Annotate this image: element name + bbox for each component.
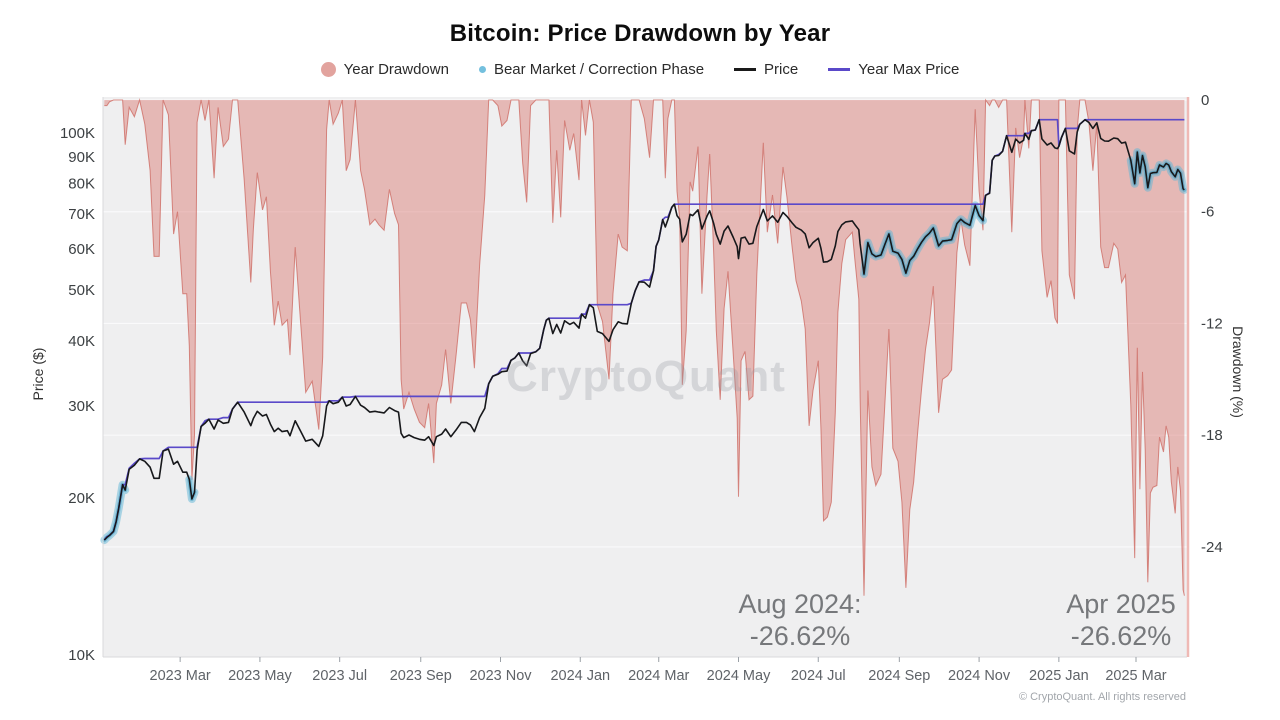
x-tick-label: 2023 Sep [390,668,452,684]
legend-label-year-max-price: Year Max Price [858,61,960,78]
legend-item-year-max-price: Year Max Price [828,61,959,78]
x-tick-label: 2023 Mar [150,668,211,684]
price-tick-label: 80K [68,176,95,193]
legend-label-price: Price [764,61,799,78]
drawdown-tick-label: -18 [1201,427,1223,444]
price-tick-label: 20K [68,490,95,507]
legend-label-bear-market: Bear Market / Correction Phase [493,61,705,78]
legend-item-year-drawdown: Year Drawdown [320,61,449,78]
chart-legend: Year Drawdown Bear Market / Correction P… [0,61,1280,78]
drawdown-tick-label: -12 [1201,315,1223,332]
x-tick-label: 2023 Jul [312,668,367,684]
x-tick-label: 2024 Sep [868,668,930,684]
price-line [103,118,1185,541]
x-tick-label: 2024 Nov [948,668,1011,684]
legend-label-year-drawdown: Year Drawdown [343,61,449,78]
price-axis-title: Price ($) [30,347,46,401]
price-tick-label: 40K [68,333,95,350]
x-tick-label: 2024 Jan [550,668,610,684]
price-tick-label: 10K [68,647,95,664]
price-tick-label: 30K [68,398,95,415]
drawdown-tick-label: -24 [1201,539,1223,556]
plot-area [103,97,1187,657]
price-tick-label: 50K [68,282,95,299]
price-tick-label: 100K [60,125,95,142]
cryptoquant-watermark: CryptoQuant [506,352,786,401]
x-tick-label: 2025 Jan [1029,668,1089,684]
price-tick-label: 60K [68,241,95,258]
x-tick-label: 2023 Nov [469,668,532,684]
year-max-line-icon [828,68,851,71]
x-tick-label: 2025 Mar [1105,668,1166,684]
year-drawdown-circle-icon [320,62,336,77]
drawdown-axis-title: Drawdown (%) [1230,326,1246,418]
year-drawdown-edge [104,98,1185,596]
price-tick-label: 90K [68,149,95,166]
legend-item-bear-market: Bear Market / Correction Phase [478,61,705,78]
copyright-footer: © CryptoQuant. All rights reserved [1018,691,1186,703]
drawdown-annotation: Apr 2025 -26.62% [1066,588,1176,652]
drawdown-annotation: Aug 2024: -26.62% [738,588,861,652]
price-line-icon [734,68,757,71]
drawdown-tick-label: 0 [1201,92,1209,109]
chart-title: Bitcoin: Price Drawdown by Year [449,20,831,47]
annotation-value: -26.62% [749,621,851,651]
annotation-date: Aug 2024: [738,589,862,619]
x-tick-label: 2024 May [707,668,771,684]
price-tick-label: 70K [68,206,95,223]
x-tick-label: 2024 Mar [628,668,689,684]
legend-item-price: Price [734,61,798,78]
annotation-value: -26.62% [1070,621,1172,651]
x-tick-label: 2024 Jul [791,668,846,684]
drawdown-tick-label: -6 [1201,204,1214,221]
annotation-date: Apr 2025 [1066,589,1176,619]
x-tick-label: 2023 May [228,668,292,684]
bear-market-dot-icon [478,66,486,73]
